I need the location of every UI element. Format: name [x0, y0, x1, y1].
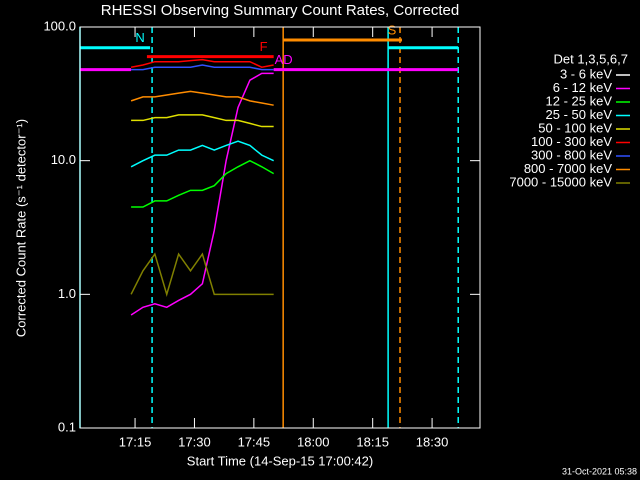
- plot-frame: [79, 26, 481, 429]
- flag-label: S: [388, 22, 397, 37]
- series-line: [131, 114, 274, 128]
- y-tick-label: 1.0: [58, 286, 76, 301]
- legend-label: 6 - 12 keV: [553, 80, 613, 95]
- y-tick-label: 10.0: [51, 152, 76, 167]
- flag-label: F: [260, 39, 268, 54]
- x-tick-label: 17:30: [178, 434, 211, 449]
- x-tick-label: 18:15: [356, 434, 389, 449]
- legend-title: Det 1,3,5,6,7: [554, 51, 628, 66]
- x-tick-label: 18:00: [297, 434, 330, 449]
- x-tick-label: 17:15: [119, 434, 152, 449]
- series-line: [130, 90, 274, 106]
- flag-label: N: [135, 30, 144, 45]
- legend-label: 25 - 50 keV: [546, 107, 613, 122]
- legend-label: 3 - 6 keV: [560, 66, 612, 81]
- footer: 31-Oct-2021 05:38: [562, 466, 637, 476]
- x-tick-label: 18:30: [416, 434, 449, 449]
- y-tick-label: 0.1: [58, 419, 76, 434]
- chart-title: RHESSI Observing Summary Count Rates, Co…: [101, 2, 459, 19]
- series-line: [130, 252, 274, 297]
- legend-label: 800 - 7000 keV: [524, 161, 613, 176]
- x-axis-label: Start Time (14-Sep-15 17:00:42): [187, 453, 373, 468]
- y-axis-label: Corrected Count Rate (s⁻¹ detector⁻¹): [13, 119, 28, 337]
- series-line: [131, 159, 275, 208]
- series-line: [130, 140, 274, 168]
- legend-label: 50 - 100 keV: [538, 120, 612, 135]
- series-line: [131, 64, 274, 71]
- y-tick-label: 100.0: [43, 18, 76, 33]
- flag-label: AD: [275, 52, 293, 67]
- legend-label: 12 - 25 keV: [546, 93, 613, 108]
- series-line: [130, 72, 274, 316]
- series-line: [130, 58, 274, 69]
- legend-label: 100 - 300 keV: [531, 134, 612, 149]
- legend-label: 7000 - 15000 keV: [509, 174, 612, 189]
- x-tick-label: 17:45: [238, 434, 271, 449]
- legend-label: 300 - 800 keV: [531, 147, 612, 162]
